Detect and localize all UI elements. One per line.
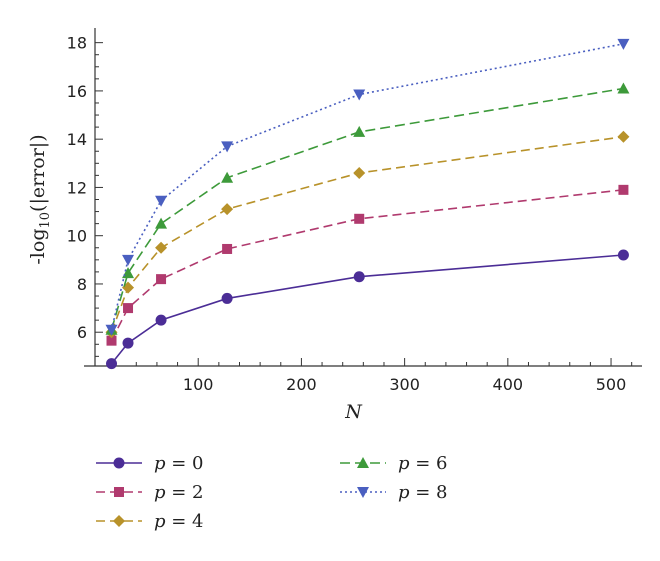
- legend-item: p = 6: [340, 453, 448, 474]
- data-point: [618, 184, 629, 195]
- legend-label: p = 6: [398, 453, 448, 474]
- x-tick-label: 300: [389, 375, 420, 394]
- legend-marker: [114, 487, 124, 497]
- legend-item: p = 4: [96, 511, 204, 532]
- x-tick-label: 500: [596, 375, 627, 394]
- axes: 100 200 300 400 500 6 8 10 12 14 16 18: [67, 28, 642, 394]
- data-point: [617, 38, 630, 50]
- y-axis-title-main: -log: [27, 229, 49, 265]
- y-tick-label: 12: [67, 178, 87, 197]
- data-point: [353, 271, 365, 283]
- x-axis-title: N: [344, 401, 363, 423]
- y-axis-title-sub: 10: [38, 212, 53, 229]
- data-point: [155, 314, 167, 326]
- x-tick-label: 200: [286, 375, 317, 394]
- y-tick-label: 16: [67, 82, 87, 101]
- data-point: [617, 249, 629, 261]
- series-0: [106, 249, 629, 370]
- data-point: [221, 203, 234, 216]
- legend-label: p = 0: [154, 453, 204, 474]
- legend-item: p = 2: [96, 482, 204, 503]
- series-line: [110, 254, 624, 365]
- legend-marker: [357, 487, 369, 498]
- data-point: [122, 254, 135, 266]
- data-point: [617, 82, 630, 94]
- legend-label-eq: = 0: [166, 453, 204, 474]
- legend-label-eq: = 6: [410, 453, 448, 474]
- data-point: [155, 241, 168, 254]
- data-point: [122, 337, 134, 349]
- data-point: [122, 281, 135, 294]
- legend-item: p = 8: [340, 482, 448, 503]
- data-point: [106, 335, 117, 346]
- legend-label-eq: = 8: [410, 482, 448, 503]
- legend-label-eq: = 2: [166, 482, 204, 503]
- legend-label-var: p: [398, 453, 410, 474]
- data-point: [353, 89, 366, 101]
- data-point: [123, 303, 134, 314]
- y-tick-label: 18: [67, 34, 87, 53]
- legend-label-eq: = 4: [166, 511, 204, 532]
- data-point: [155, 195, 168, 207]
- series-line: [110, 189, 624, 342]
- data-point: [353, 166, 366, 179]
- data-point: [156, 274, 167, 285]
- x-tick-label: 400: [493, 375, 524, 394]
- data-point: [105, 324, 118, 336]
- legend-label-var: p: [154, 511, 166, 532]
- legend-label: p = 8: [398, 482, 448, 503]
- data-point: [122, 267, 135, 279]
- legend-label: p = 2: [154, 482, 204, 503]
- data-point: [353, 125, 366, 137]
- data-point: [617, 130, 630, 143]
- series-2: [105, 130, 630, 339]
- series-line: [110, 135, 624, 333]
- series-line: [110, 43, 624, 330]
- data-point: [221, 171, 234, 183]
- data-point: [354, 213, 365, 224]
- series-1: [106, 184, 629, 346]
- y-axis-title: -log10(|error|): [27, 134, 53, 264]
- legend-marker: [357, 457, 369, 468]
- data-point: [106, 358, 118, 370]
- legend-item: p = 0: [96, 453, 204, 474]
- y-axis-title-rest: (|error|): [27, 134, 49, 212]
- x-tick-label: 100: [183, 375, 214, 394]
- series-3: [105, 82, 630, 335]
- legend-marker: [113, 515, 125, 527]
- series-layer: [105, 38, 630, 370]
- legend-label-var: p: [154, 482, 166, 503]
- series-line: [110, 87, 624, 331]
- data-point: [222, 243, 233, 254]
- legend-marker: [113, 457, 125, 469]
- legend: p = 0p = 2p = 4p = 6p = 8: [96, 453, 448, 532]
- y-tick-label: 10: [67, 227, 87, 246]
- data-point: [221, 141, 234, 153]
- data-point: [155, 217, 168, 229]
- data-point: [221, 292, 233, 304]
- y-tick-label: 8: [77, 275, 87, 294]
- legend-label-var: p: [398, 482, 410, 503]
- legend-label: p = 4: [154, 511, 204, 532]
- y-tick-label: 6: [77, 323, 87, 342]
- series-4: [105, 38, 630, 336]
- legend-label-var: p: [154, 453, 166, 474]
- y-tick-label: 14: [67, 130, 87, 149]
